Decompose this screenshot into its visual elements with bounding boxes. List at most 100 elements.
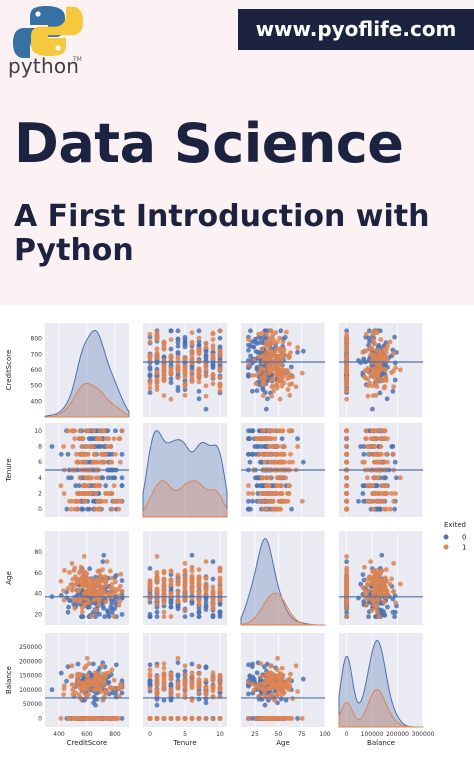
scatter-point-1 (279, 491, 285, 496)
scatter-point-1 (109, 506, 115, 512)
y-tick-label: 10 (34, 428, 42, 435)
scatter-point-1 (111, 483, 117, 489)
x-tick-label: 0 (148, 731, 152, 738)
scatter-point-0 (196, 328, 202, 334)
scatter-point-1 (95, 716, 101, 721)
scatter-point-0 (392, 360, 398, 366)
scatter-point-1 (154, 369, 160, 375)
scatter-point-0 (73, 483, 79, 489)
scatter-point-1 (161, 716, 167, 721)
scatter-point-1 (83, 475, 89, 481)
scatter-point-0 (161, 354, 167, 360)
scatter-point-0 (385, 604, 390, 610)
scatter-point-1 (381, 599, 387, 605)
scatter-point-0 (256, 428, 262, 434)
scatter-point-1 (154, 586, 160, 592)
scatter-point-1 (58, 716, 64, 721)
scatter-point-1 (161, 686, 167, 692)
scatter-point-1 (274, 339, 280, 345)
scatter-point-1 (260, 393, 266, 399)
scatter-point-1 (90, 459, 96, 465)
scatter-point-0 (161, 697, 167, 703)
scatter-point-1 (277, 396, 283, 402)
scatter-point-1 (154, 380, 160, 386)
scatter-point-1 (272, 698, 278, 703)
scatter-point-1 (286, 355, 292, 361)
scatter-point-1 (281, 451, 287, 457)
scatter-point-1 (264, 483, 269, 489)
scatter-point-1 (182, 355, 188, 361)
scatter-point-1 (103, 599, 109, 605)
scatter-point-1 (175, 655, 181, 661)
scatter-point-1 (103, 498, 109, 504)
website-url[interactable]: www.pyoflife.com (238, 9, 474, 50)
scatter-point-1 (147, 385, 153, 391)
x-tick-label: 100 (319, 731, 331, 738)
scatter-point-1 (360, 349, 366, 355)
scatter-point-0 (65, 664, 71, 670)
scatter-point-0 (168, 681, 174, 687)
scatter-point-1 (360, 584, 366, 590)
scatter-point-1 (67, 570, 72, 575)
scatter-point-1 (272, 436, 278, 442)
scatter-point-1 (82, 665, 88, 671)
scatter-point-1 (103, 574, 108, 580)
scatter-point-0 (279, 436, 285, 442)
scatter-point-1 (371, 354, 376, 360)
scatter-point-1 (384, 483, 389, 489)
scatter-point-1 (116, 602, 122, 608)
scatter-point-1 (260, 428, 266, 434)
scatter-point-0 (113, 662, 119, 668)
scatter-point-1 (259, 674, 265, 679)
scatter-point-0 (147, 390, 153, 396)
scatter-point-1 (383, 587, 389, 592)
scatter-point-0 (383, 475, 389, 481)
scatter-point-1 (91, 687, 97, 693)
scatter-point-1 (97, 428, 103, 434)
scatter-point-1 (161, 569, 167, 575)
scatter-point-1 (270, 671, 276, 677)
scatter-point-1 (364, 475, 370, 481)
scatter-point-0 (265, 396, 270, 402)
scatter-point-1 (275, 655, 280, 661)
scatter-point-1 (175, 354, 181, 360)
scatter-point-1 (344, 602, 350, 607)
scatter-point-1 (168, 371, 174, 377)
scatter-point-1 (154, 376, 160, 382)
scatter-point-1 (273, 491, 279, 496)
scatter-point-1 (111, 686, 117, 691)
scatter-point-1 (378, 436, 383, 442)
scatter-point-1 (175, 581, 181, 587)
scatter-point-1 (76, 671, 82, 677)
scatter-point-1 (182, 382, 188, 388)
scatter-point-0 (119, 716, 125, 721)
x-tick-label: 75 (298, 731, 306, 738)
scatter-point-1 (79, 605, 85, 611)
scatter-point-1 (344, 498, 350, 504)
scatter-point-1 (362, 564, 367, 570)
scatter-point-1 (76, 577, 82, 582)
scatter-point-1 (161, 609, 167, 615)
scatter-point-1 (263, 694, 268, 700)
scatter-point-0 (168, 328, 174, 334)
scatter-point-1 (370, 428, 375, 434)
scatter-point-0 (360, 572, 366, 577)
scatter-point-1 (111, 586, 117, 592)
scatter-point-0 (257, 379, 263, 384)
scatter-point-1 (374, 498, 380, 504)
scatter-point-1 (119, 589, 125, 594)
scatter-point-1 (189, 330, 195, 336)
subtitle-line-2: Python (14, 233, 134, 268)
scatter-point-1 (111, 590, 117, 596)
scatter-point-1 (374, 330, 380, 336)
scatter-point-1 (263, 475, 269, 481)
scatter-point-1 (253, 436, 259, 442)
scatter-point-1 (370, 366, 375, 372)
scatter-point-1 (161, 393, 167, 399)
scatter-point-1 (210, 584, 216, 590)
scatter-point-0 (390, 444, 396, 449)
scatter-point-1 (250, 681, 255, 687)
scatter-point-0 (147, 614, 153, 620)
scatter-point-0 (109, 610, 115, 616)
scatter-point-1 (117, 583, 123, 589)
